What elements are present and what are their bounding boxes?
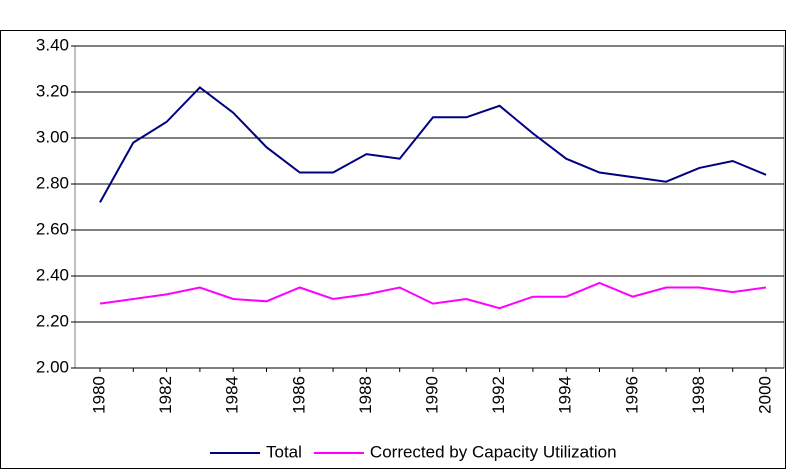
y-tick-label: 3.40 <box>36 35 69 54</box>
x-tick-label: 2000 <box>755 376 774 414</box>
y-tick-label: 2.40 <box>36 265 69 284</box>
series-line <box>99 281 767 310</box>
x-tick-label: 1986 <box>289 376 308 414</box>
x-tick-label: 1994 <box>556 376 575 414</box>
y-tick-label: 2.00 <box>36 357 69 376</box>
x-tick-label: 1990 <box>422 376 441 414</box>
series-line <box>99 86 767 203</box>
x-tick-label: 1988 <box>356 376 375 414</box>
plot-area <box>74 45 785 369</box>
x-tick-label: 1996 <box>622 376 641 414</box>
x-tick-label: 1992 <box>489 376 508 414</box>
legend-label: Total <box>266 442 302 461</box>
x-tick-label: 1998 <box>689 376 708 414</box>
x-tick-label: 1980 <box>89 376 108 414</box>
y-tick-label: 3.20 <box>36 81 69 100</box>
legend-label: Corrected by Capacity Utilization <box>370 442 617 461</box>
y-tick-label: 2.80 <box>36 173 69 192</box>
y-tick-label: 2.20 <box>36 311 69 330</box>
y-tick-label: 3.00 <box>36 127 69 146</box>
x-tick-label: 1982 <box>156 376 175 414</box>
y-tick-label: 2.60 <box>36 219 69 238</box>
x-tick-label: 1984 <box>223 376 242 414</box>
